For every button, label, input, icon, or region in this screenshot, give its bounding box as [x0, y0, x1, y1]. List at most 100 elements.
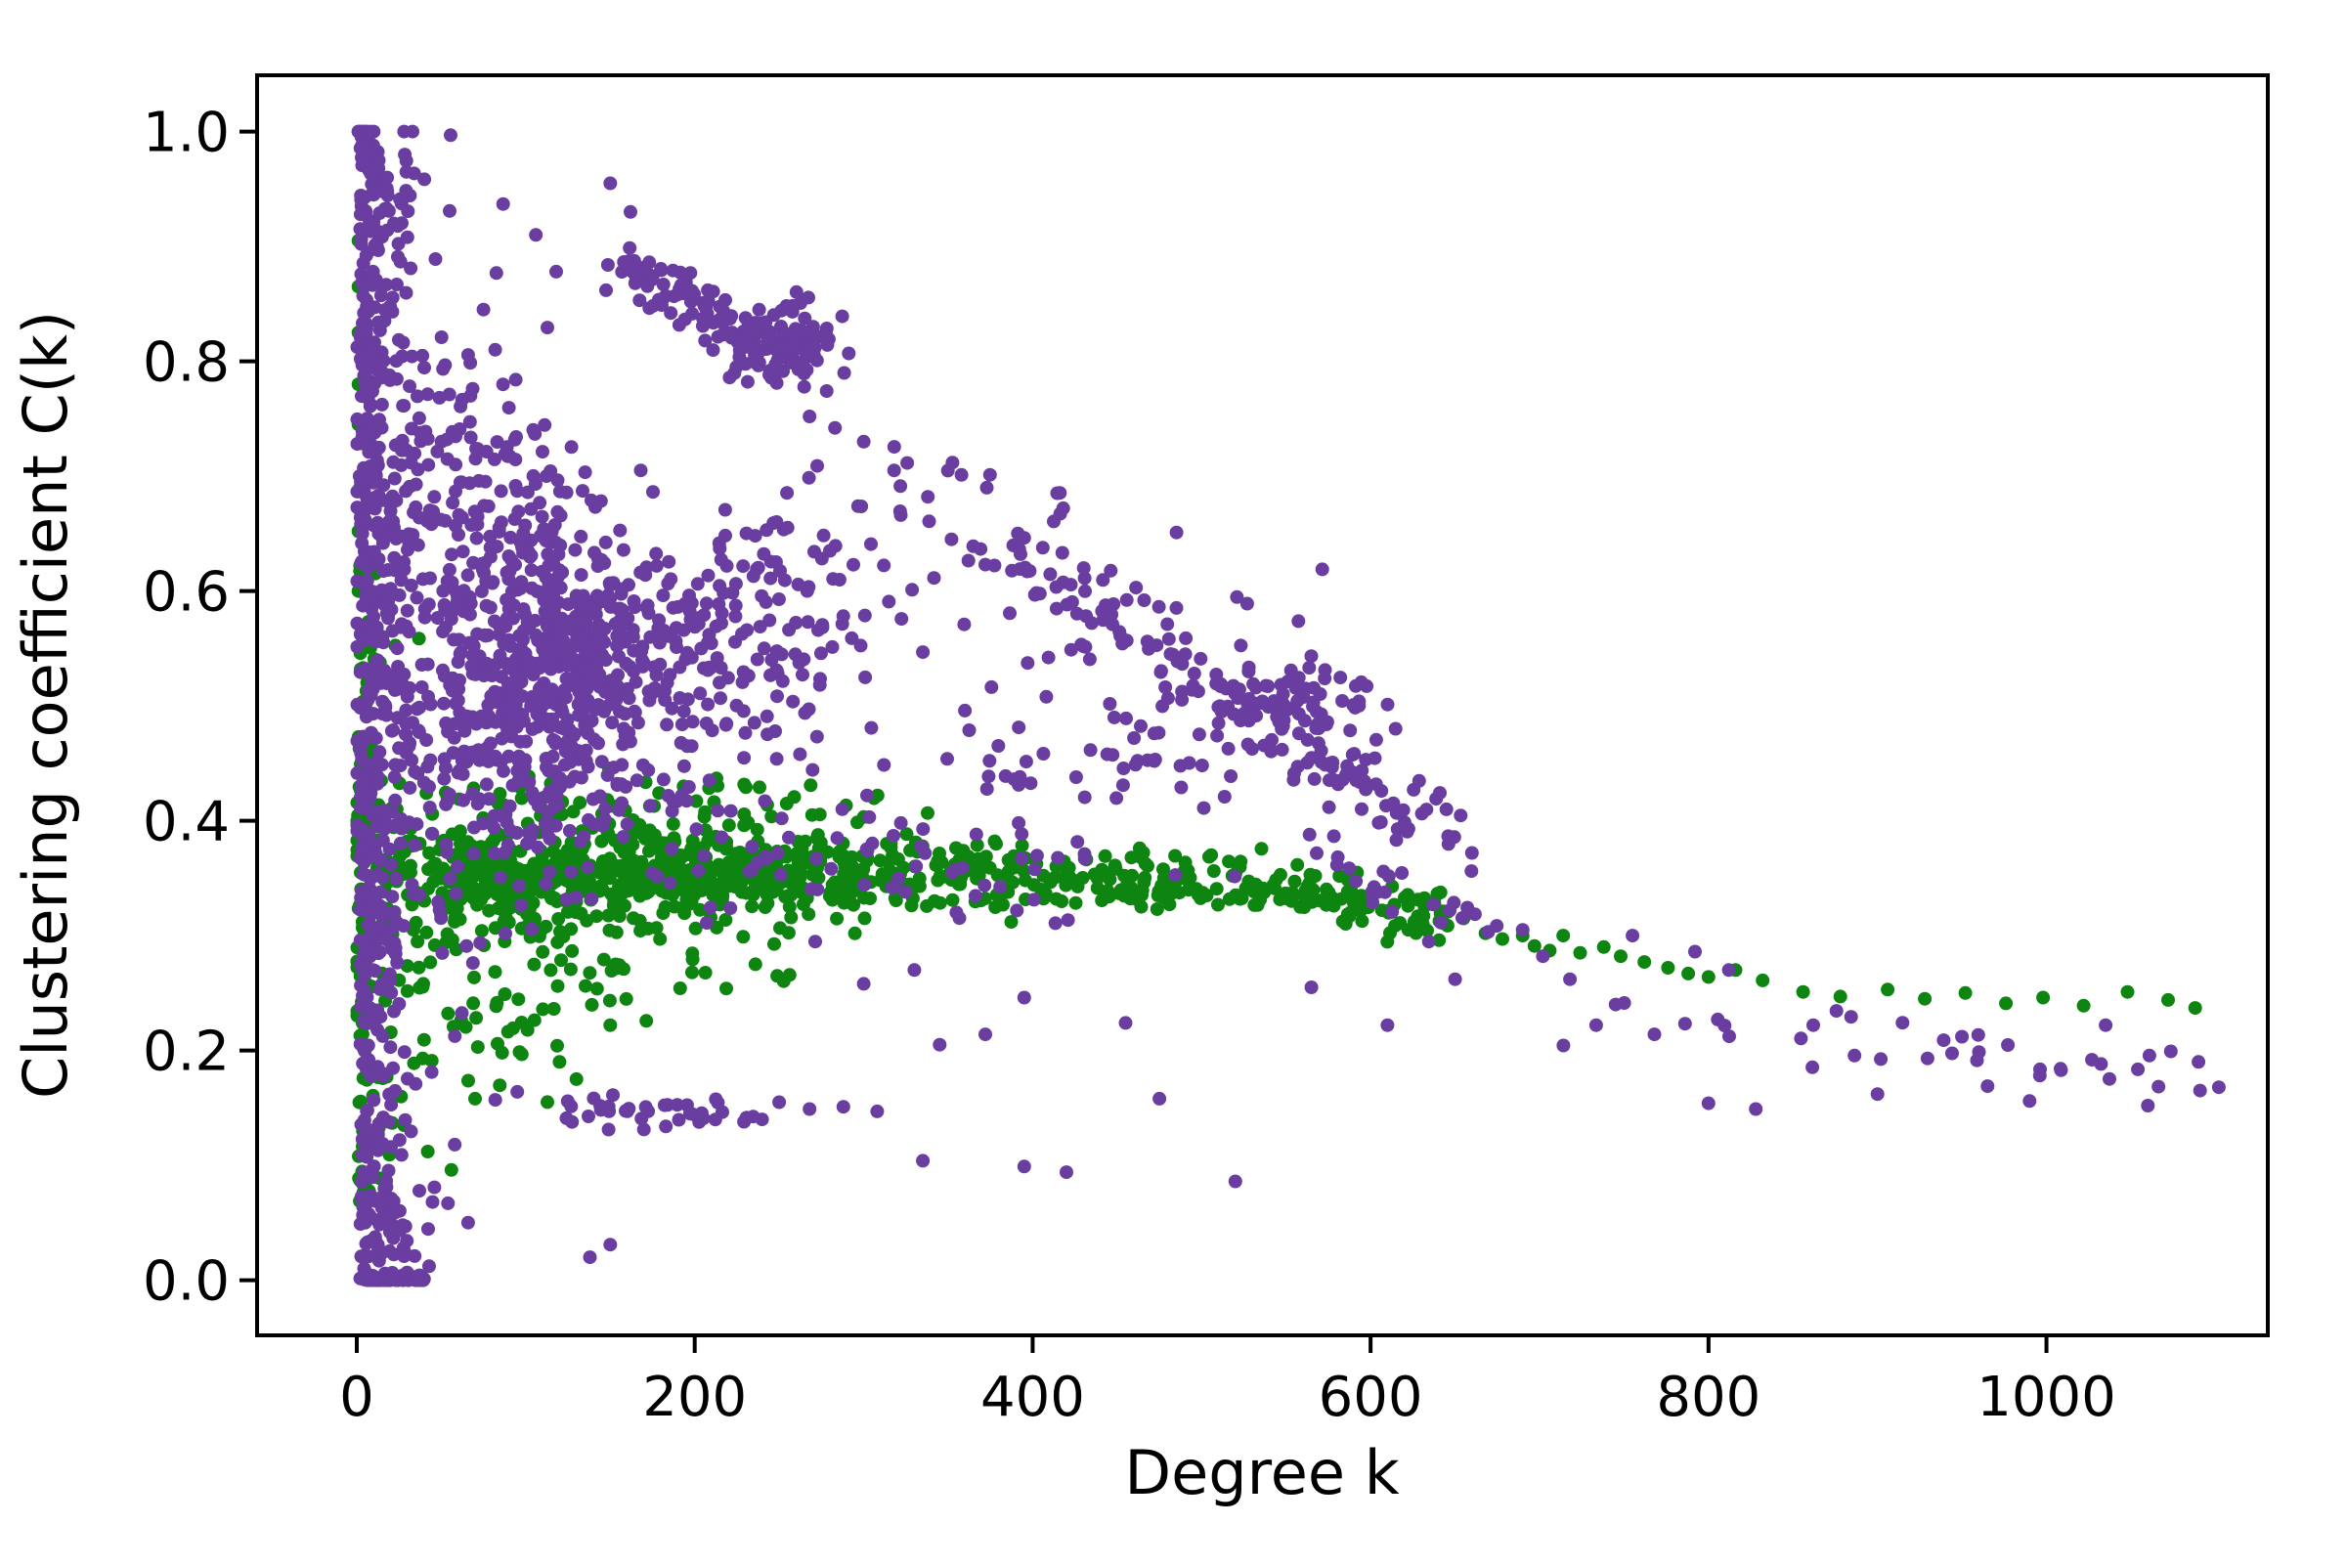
data-point-purple-network — [368, 300, 382, 315]
data-point-purple-network — [1688, 944, 1702, 959]
data-point-purple-network — [1083, 743, 1098, 758]
data-point-purple-network — [409, 1076, 423, 1091]
data-point-purple-network — [369, 943, 383, 958]
data-point-green-network — [945, 893, 960, 907]
data-point-green-network — [972, 863, 986, 878]
data-point-purple-network — [978, 1027, 992, 1042]
data-point-green-network — [1099, 888, 1113, 902]
data-point-purple-network — [452, 528, 465, 542]
data-point-purple-network — [381, 563, 395, 577]
data-point-purple-network — [511, 749, 526, 763]
data-point-purple-network — [1335, 694, 1350, 708]
data-point-purple-network — [371, 153, 386, 167]
data-point-purple-network — [619, 1104, 632, 1118]
data-point-purple-network — [427, 1180, 442, 1195]
data-point-purple-network — [676, 623, 691, 637]
data-point-purple-network — [373, 288, 388, 303]
data-point-purple-network — [383, 1040, 398, 1055]
data-point-purple-network — [402, 739, 416, 754]
data-point-purple-network — [387, 1205, 402, 1220]
data-point-purple-network — [1228, 869, 1242, 884]
data-point-purple-network — [1021, 656, 1035, 671]
data-point-purple-network — [396, 399, 411, 414]
data-point-purple-network — [403, 379, 416, 394]
data-point-purple-network — [440, 845, 455, 859]
data-point-purple-network — [369, 273, 383, 287]
data-point-purple-network — [364, 725, 378, 740]
data-point-green-network — [527, 957, 542, 972]
data-point-purple-network — [629, 675, 643, 689]
data-point-purple-network — [398, 1112, 413, 1127]
data-point-green-network — [527, 1013, 542, 1027]
data-point-purple-network — [508, 665, 523, 679]
data-point-green-network — [1380, 935, 1395, 949]
data-point-purple-network — [449, 585, 463, 599]
data-point-purple-network — [499, 927, 512, 940]
data-point-purple-network — [649, 546, 664, 561]
data-point-purple-network — [837, 366, 851, 380]
data-point-purple-network — [360, 558, 374, 573]
data-point-purple-network — [361, 1267, 375, 1282]
data-point-purple-network — [1230, 589, 1244, 604]
data-point-purple-network — [641, 1104, 656, 1118]
data-point-purple-network — [503, 638, 518, 653]
data-point-purple-network — [405, 878, 419, 892]
data-point-green-network — [1756, 973, 1770, 987]
data-point-purple-network — [1847, 1048, 1862, 1063]
data-point-purple-network — [728, 598, 743, 613]
data-point-purple-network — [1055, 545, 1069, 560]
data-point-purple-network — [1359, 753, 1373, 767]
data-point-purple-network — [774, 303, 789, 318]
data-point-purple-network — [581, 726, 595, 741]
data-point-purple-network — [1129, 581, 1144, 595]
data-point-purple-network — [759, 849, 773, 864]
data-point-purple-network — [760, 709, 774, 723]
data-point-purple-network — [1426, 897, 1441, 912]
data-point-purple-network — [729, 360, 744, 374]
data-point-purple-network — [1023, 776, 1038, 791]
data-point-purple-network — [1210, 728, 1225, 743]
data-point-purple-network — [540, 469, 553, 484]
data-point-purple-network — [984, 679, 999, 694]
data-point-purple-network — [370, 769, 385, 784]
data-point-purple-network — [600, 258, 615, 272]
data-point-green-network — [1430, 887, 1445, 901]
data-point-green-network — [1556, 929, 1571, 943]
data-point-purple-network — [364, 398, 378, 413]
data-point-purple-network — [747, 716, 761, 730]
data-point-green-network — [778, 890, 793, 904]
data-point-purple-network — [697, 849, 711, 863]
data-point-green-network — [737, 818, 752, 833]
data-point-purple-network — [350, 697, 365, 712]
data-point-purple-network — [598, 802, 613, 815]
data-point-green-network — [498, 987, 512, 1001]
data-point-green-network — [639, 1014, 654, 1028]
data-point-green-network — [731, 868, 746, 883]
data-point-purple-network — [745, 840, 760, 853]
data-point-purple-network — [548, 818, 563, 833]
data-point-purple-network — [578, 465, 592, 480]
data-point-purple-network — [682, 1107, 697, 1121]
data-point-purple-network — [887, 440, 901, 455]
data-point-purple-network — [417, 610, 432, 625]
data-point-purple-network — [460, 1215, 475, 1230]
data-point-purple-network — [414, 680, 429, 694]
data-point-purple-network — [364, 220, 378, 235]
data-point-purple-network — [422, 1259, 436, 1274]
data-point-purple-network — [864, 720, 879, 735]
data-point-purple-network — [520, 837, 535, 851]
data-point-purple-network — [1563, 972, 1578, 986]
data-point-green-network — [1222, 892, 1237, 906]
data-point-purple-network — [463, 430, 478, 445]
data-point-purple-network — [350, 574, 365, 588]
data-point-green-network — [739, 780, 753, 795]
data-point-purple-network — [1329, 857, 1344, 872]
data-point-green-network — [1398, 891, 1412, 905]
data-point-purple-network — [1106, 617, 1120, 632]
data-point-purple-network — [469, 442, 484, 456]
data-point-purple-network — [670, 1098, 684, 1112]
data-point-purple-network — [545, 786, 560, 801]
data-point-purple-network — [368, 414, 382, 429]
data-point-green-network — [845, 849, 859, 864]
data-point-green-network — [1355, 914, 1369, 929]
